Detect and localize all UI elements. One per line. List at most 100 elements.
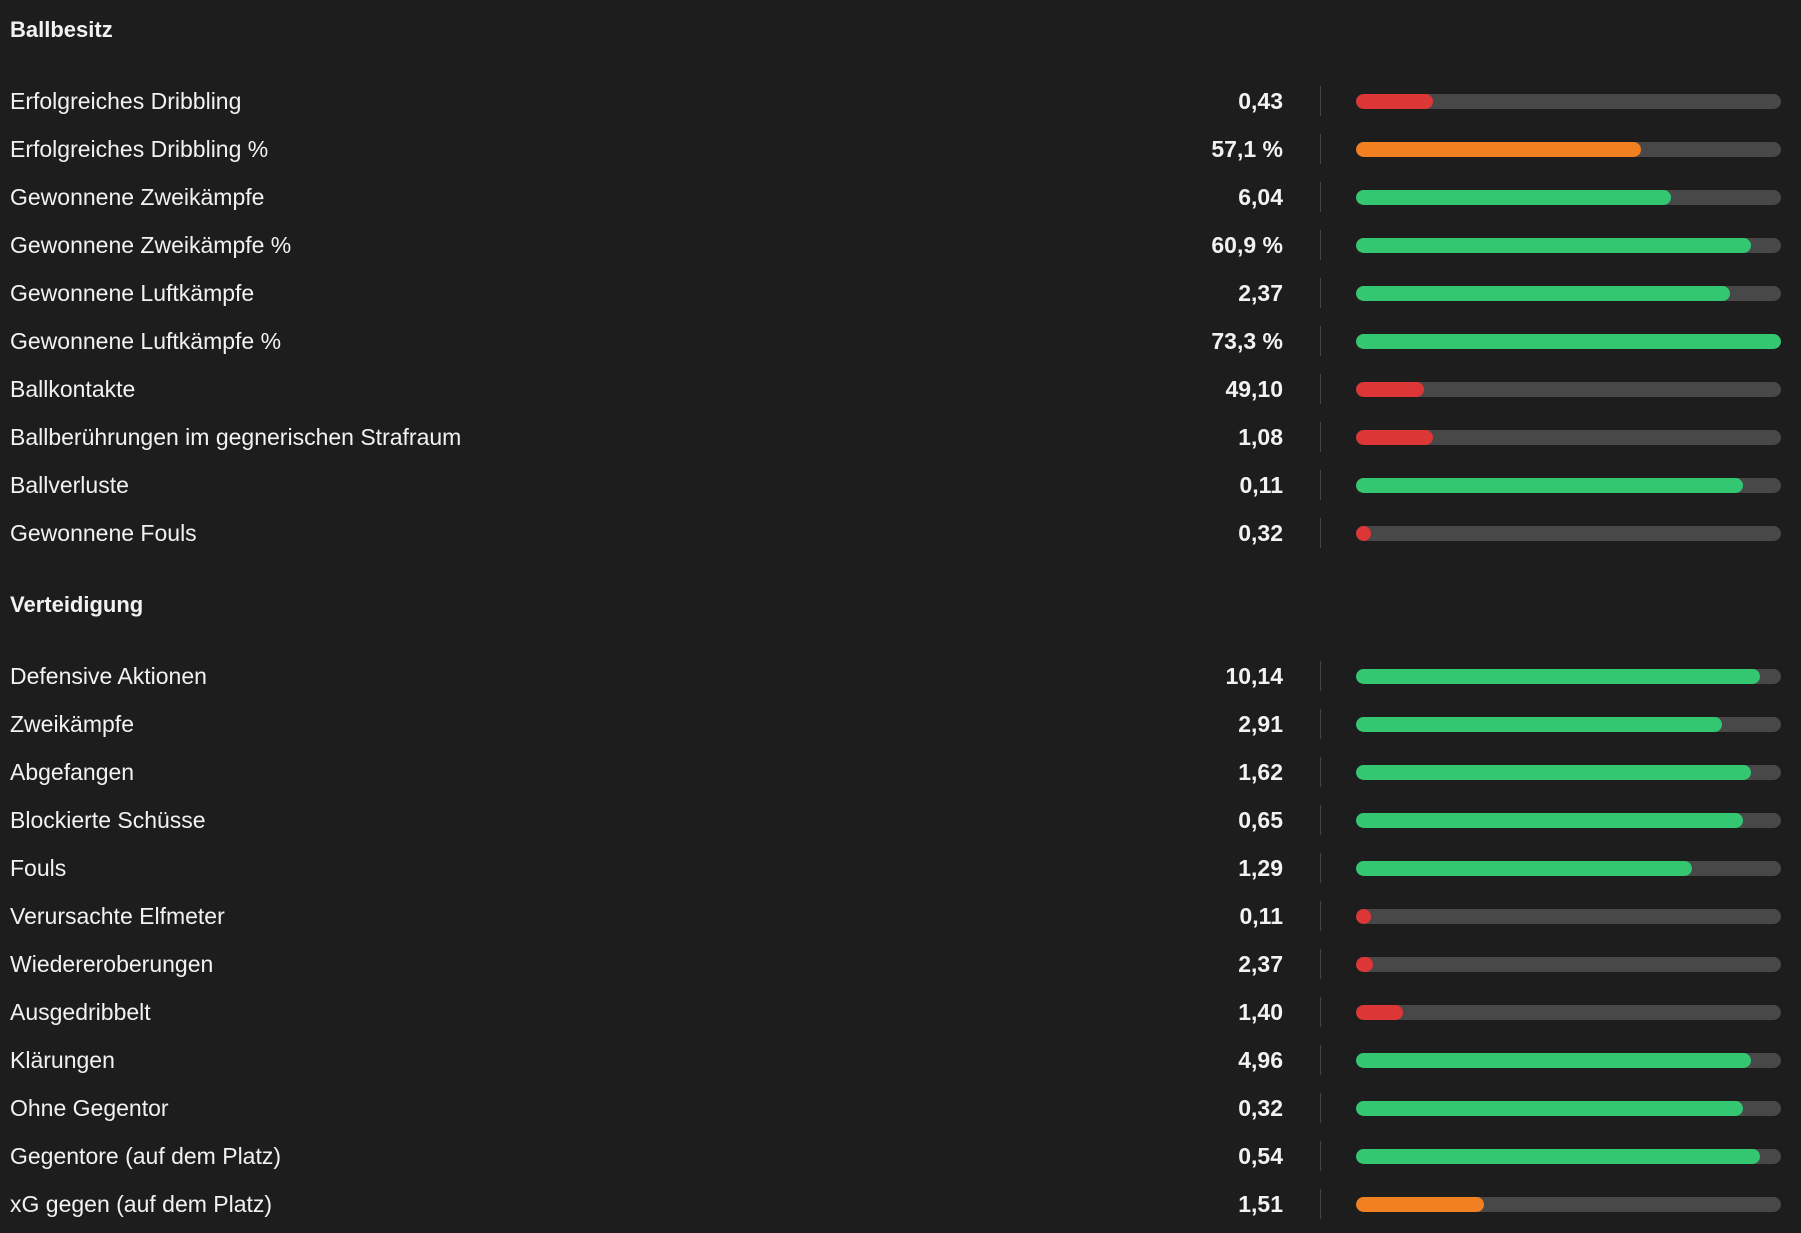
percentile-bar-fill	[1356, 526, 1371, 541]
stat-label: Gewonnene Fouls	[10, 520, 197, 546]
divider	[1320, 1093, 1321, 1123]
percentile-bar	[1356, 142, 1781, 157]
stat-row: Blockierte Schüsse 0,65	[0, 796, 1801, 844]
stat-row: Ausgedribbelt 1,40	[0, 988, 1801, 1036]
percentile-bar	[1356, 669, 1781, 684]
percentile-bar	[1356, 1197, 1781, 1212]
stat-value: 1,40	[1238, 999, 1283, 1025]
stat-value: 1,62	[1238, 759, 1283, 785]
percentile-bar-fill	[1356, 142, 1641, 157]
stat-value: 2,91	[1238, 711, 1283, 737]
percentile-bar-fill	[1356, 334, 1781, 349]
stat-row: Erfolgreiches Dribbling 0,43	[0, 77, 1801, 125]
stat-value: 1,08	[1238, 424, 1283, 450]
divider	[1320, 805, 1321, 835]
percentile-bar-fill	[1356, 1053, 1752, 1068]
stat-value: 1,51	[1238, 1191, 1283, 1217]
percentile-bar	[1356, 909, 1781, 924]
stat-value: 57,1 %	[1211, 136, 1283, 162]
percentile-bar-fill	[1356, 478, 1743, 493]
stat-label: Gewonnene Luftkämpfe %	[10, 328, 282, 354]
stat-value: 0,11	[1239, 472, 1284, 498]
percentile-bar-fill	[1356, 1005, 1403, 1020]
stat-row: Gewonnene Zweikämpfe 6,04	[0, 173, 1801, 221]
percentile-bar-fill	[1356, 717, 1722, 732]
divider	[1320, 901, 1321, 931]
stat-label: Gewonnene Zweikämpfe %	[10, 232, 292, 258]
stat-row: Abgefangen 1,62	[0, 748, 1801, 796]
stat-label: Erfolgreiches Dribbling %	[10, 136, 269, 162]
divider	[1320, 709, 1321, 739]
percentile-bar-fill	[1356, 909, 1371, 924]
stat-value: 60,9 %	[1211, 232, 1283, 258]
divider	[1320, 422, 1321, 452]
divider	[1320, 326, 1321, 356]
stat-row: Gegentore (auf dem Platz) 0,54	[0, 1132, 1801, 1180]
stat-label: Ohne Gegentor	[10, 1095, 169, 1121]
divider	[1320, 230, 1321, 260]
stat-row: Fouls 1,29	[0, 844, 1801, 892]
percentile-bar	[1356, 334, 1781, 349]
percentile-bar	[1356, 430, 1781, 445]
stat-label: Zweikämpfe	[10, 711, 134, 737]
percentile-bar	[1356, 190, 1781, 205]
stat-row: Ballkontakte 49,10	[0, 365, 1801, 413]
percentile-bar	[1356, 1053, 1781, 1068]
stat-value: 0,11	[1239, 903, 1284, 929]
section-heading: Ballbesitz	[10, 17, 113, 42]
divider	[1320, 949, 1321, 979]
percentile-bar	[1356, 382, 1781, 397]
percentile-bar	[1356, 238, 1781, 253]
section-heading: Verteidigung	[10, 592, 144, 617]
stat-value: 2,37	[1238, 951, 1283, 977]
stat-value: 0,43	[1238, 88, 1283, 114]
stat-value: 0,32	[1238, 1095, 1283, 1121]
percentile-bar	[1356, 94, 1781, 109]
percentile-bar	[1356, 526, 1781, 541]
stat-value: 0,54	[1238, 1143, 1283, 1169]
stat-value: 1,29	[1238, 855, 1283, 881]
stat-row: Klärungen 4,96	[0, 1036, 1801, 1084]
stat-row: Ohne Gegentor 0,32	[0, 1084, 1801, 1132]
stat-label: Erfolgreiches Dribbling	[10, 88, 242, 114]
stat-label: Defensive Aktionen	[10, 663, 207, 689]
stat-row: Ballverluste 0,11	[0, 461, 1801, 509]
percentile-bar	[1356, 286, 1781, 301]
stat-row: Gewonnene Fouls 0,32	[0, 509, 1801, 557]
stat-label: Gewonnene Zweikämpfe	[10, 184, 265, 210]
stat-row: Gewonnene Luftkämpfe 2,37	[0, 269, 1801, 317]
stat-label: Fouls	[10, 855, 67, 881]
stat-label: Klärungen	[10, 1047, 115, 1073]
percentile-bar-fill	[1356, 94, 1433, 109]
percentile-bar-fill	[1356, 765, 1752, 780]
stat-row: Ballberührungen im gegnerischen Strafrau…	[0, 413, 1801, 461]
stat-row: Erfolgreiches Dribbling % 57,1 %	[0, 125, 1801, 173]
percentile-bar-fill	[1356, 669, 1760, 684]
divider	[1320, 853, 1321, 883]
stat-rows: Defensive Aktionen 10,14 Zweikämpfe 2,91 Abg…	[0, 652, 1801, 1228]
divider	[1320, 997, 1321, 1027]
divider	[1320, 86, 1321, 116]
stat-label: Ausgedribbelt	[10, 999, 151, 1025]
percentile-bar-fill	[1356, 861, 1692, 876]
percentile-bar	[1356, 1149, 1781, 1164]
percentile-bar	[1356, 957, 1781, 972]
stat-value: 2,37	[1238, 280, 1283, 306]
stat-label: Wiedereroberungen	[10, 951, 214, 977]
stat-value: 4,96	[1238, 1047, 1283, 1073]
stat-label: Gegentore (auf dem Platz)	[10, 1143, 282, 1169]
percentile-bar-fill	[1356, 238, 1752, 253]
stat-value: 10,14	[1225, 663, 1283, 689]
percentile-bar-fill	[1356, 1149, 1760, 1164]
percentile-bar-fill	[1356, 813, 1743, 828]
stat-value: 6,04	[1238, 184, 1283, 210]
stat-label: Gewonnene Luftkämpfe	[10, 280, 255, 306]
stat-value: 0,32	[1238, 520, 1283, 546]
percentile-bar-fill	[1356, 430, 1433, 445]
stat-row: Verursachte Elfmeter 0,11	[0, 892, 1801, 940]
stat-value: 0,65	[1238, 807, 1283, 833]
stat-row: xG gegen (auf dem Platz) 1,51	[0, 1180, 1801, 1228]
stat-row: Gewonnene Zweikämpfe % 60,9 %	[0, 221, 1801, 269]
divider	[1320, 757, 1321, 787]
divider	[1320, 278, 1321, 308]
